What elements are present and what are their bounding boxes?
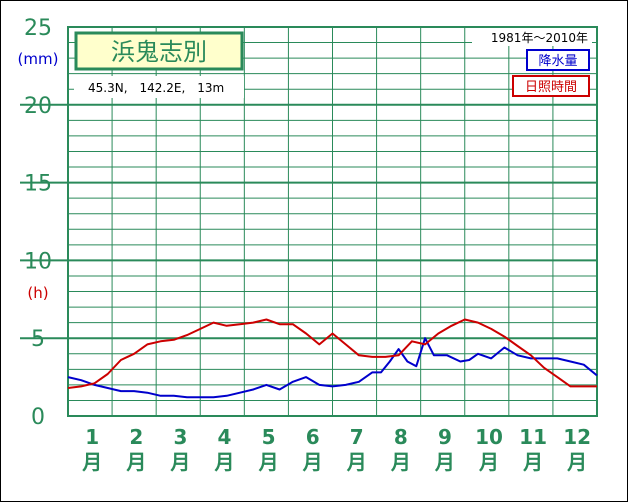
month-suffix-label: 月 xyxy=(125,450,146,474)
month-suffix-label: 月 xyxy=(478,450,499,474)
month-number-label: 1 xyxy=(85,425,99,449)
month-number-label: 2 xyxy=(129,425,143,449)
month-suffix-label: 月 xyxy=(169,450,190,474)
title-box xyxy=(74,31,244,71)
month-number-label: 4 xyxy=(218,425,232,449)
series-lines xyxy=(67,318,598,399)
y-tick-label: 5 xyxy=(31,327,45,352)
month-number-label: 11 xyxy=(519,425,547,449)
month-suffix-label: 月 xyxy=(434,450,455,474)
month-number-label: 5 xyxy=(262,425,276,449)
legend-precip-label: 降水量 xyxy=(538,54,577,69)
month-suffix-label: 月 xyxy=(213,450,234,474)
location-label: 45.3N, 142.2E, 13m xyxy=(88,81,224,95)
legend-sun-box xyxy=(512,75,590,97)
month-suffix-label: 月 xyxy=(346,450,367,474)
month-suffix-label: 月 xyxy=(566,450,587,474)
month-number-label: 9 xyxy=(438,425,452,449)
legend-sun-label: 日照時間 xyxy=(525,80,577,95)
month-suffix-label: 月 xyxy=(522,450,543,474)
precip-line xyxy=(67,337,598,399)
sunshine-line xyxy=(67,318,597,389)
y-tick-label: 0 xyxy=(31,405,45,430)
y-tick-label: 15 xyxy=(24,172,52,197)
y-axis-ticks: 25 20 15 10 5 0 xyxy=(24,16,52,430)
month-number-label: 6 xyxy=(306,425,320,449)
legend-precip-box xyxy=(526,49,590,71)
month-suffix-label: 月 xyxy=(81,450,102,474)
month-suffix-label: 月 xyxy=(390,450,411,474)
chart-title: 浜鬼志別 xyxy=(111,38,207,66)
location-bg xyxy=(74,76,244,98)
month-number-label: 7 xyxy=(350,425,364,449)
y-tick-label: 20 xyxy=(24,94,52,119)
sunshine-unit-label: (h) xyxy=(27,284,48,302)
month-number-label: 12 xyxy=(563,425,591,449)
month-suffix-label: 月 xyxy=(258,450,279,474)
month-suffix-label: 月 xyxy=(302,450,323,474)
month-number-label: 10 xyxy=(475,425,503,449)
y-tick-label: 10 xyxy=(24,249,52,274)
period-label: 1981年〜2010年 xyxy=(491,31,588,45)
month-number-label: 3 xyxy=(173,425,187,449)
month-number-label: 8 xyxy=(394,425,408,449)
precip-unit-label: (mm) xyxy=(18,50,59,68)
y-tick-label: 25 xyxy=(24,16,52,41)
period-bg xyxy=(472,28,592,46)
